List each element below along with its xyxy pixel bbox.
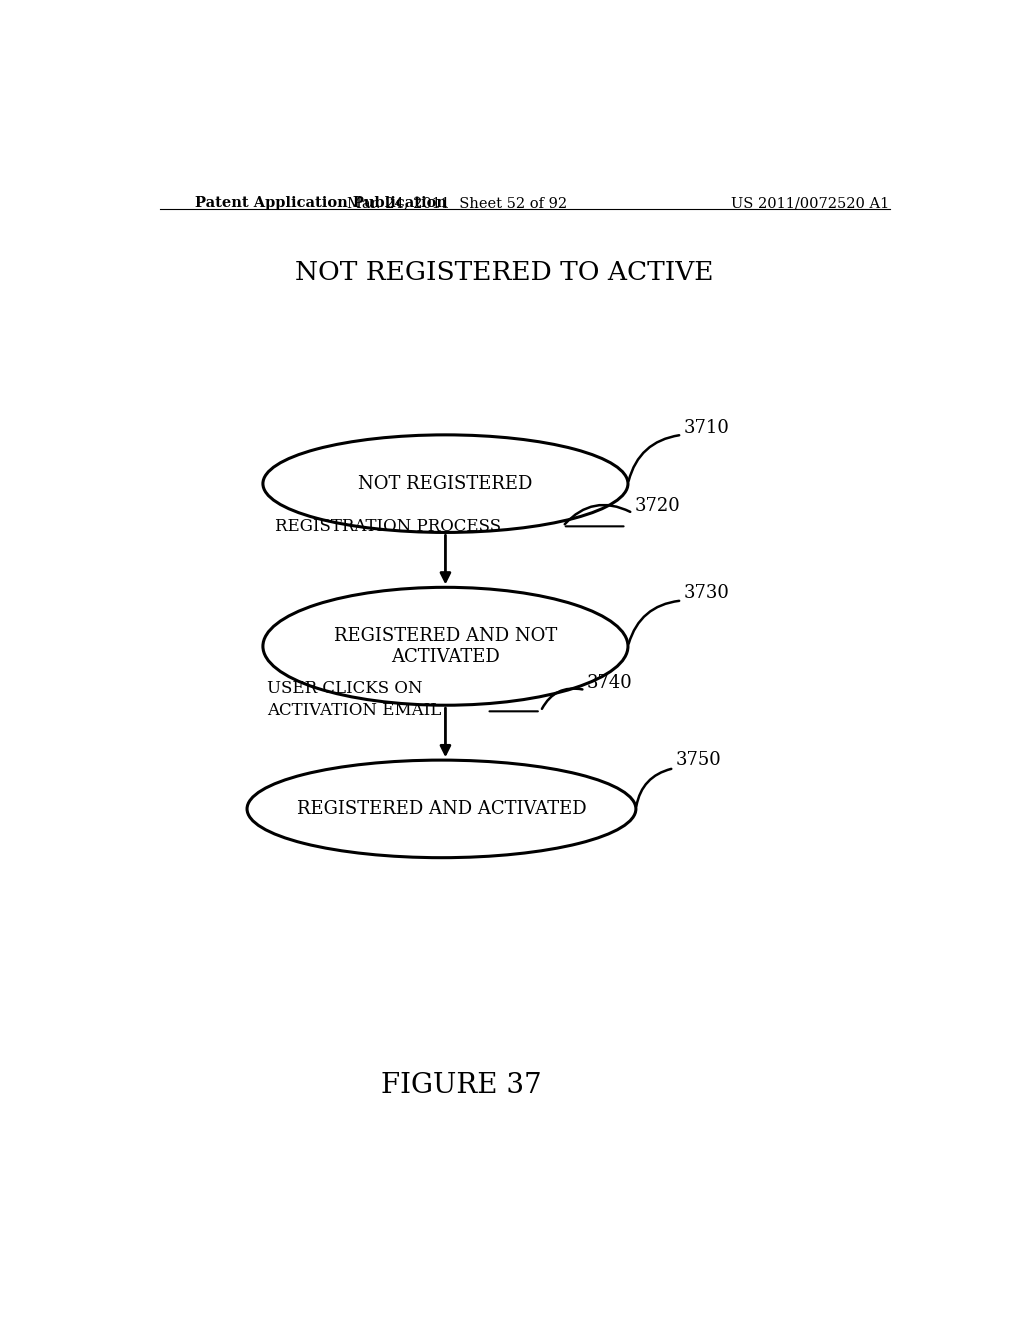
Text: 3740: 3740	[587, 675, 633, 692]
Text: NOT REGISTERED: NOT REGISTERED	[358, 475, 532, 492]
FancyArrowPatch shape	[542, 689, 583, 709]
Text: Mar. 24, 2011  Sheet 52 of 92: Mar. 24, 2011 Sheet 52 of 92	[347, 195, 567, 210]
Text: 3720: 3720	[634, 498, 680, 515]
Text: USER CLICKS ON
ACTIVATION EMAIL: USER CLICKS ON ACTIVATION EMAIL	[267, 680, 441, 718]
FancyArrowPatch shape	[629, 436, 679, 480]
FancyArrowPatch shape	[629, 601, 679, 644]
Text: 3750: 3750	[676, 751, 721, 770]
Text: REGISTRATION PROCESS: REGISTRATION PROCESS	[274, 517, 501, 535]
Text: NOT REGISTERED TO ACTIVE: NOT REGISTERED TO ACTIVE	[295, 260, 713, 285]
FancyArrowPatch shape	[636, 768, 672, 807]
Text: REGISTERED AND NOT
ACTIVATED: REGISTERED AND NOT ACTIVATED	[334, 627, 557, 665]
Text: 3730: 3730	[684, 585, 729, 602]
Text: 3710: 3710	[684, 418, 729, 437]
Text: FIGURE 37: FIGURE 37	[381, 1072, 542, 1098]
Text: REGISTERED AND ACTIVATED: REGISTERED AND ACTIVATED	[297, 800, 587, 818]
Text: Patent Application Publication: Patent Application Publication	[196, 195, 447, 210]
FancyArrowPatch shape	[564, 506, 630, 524]
Text: US 2011/0072520 A1: US 2011/0072520 A1	[731, 195, 890, 210]
